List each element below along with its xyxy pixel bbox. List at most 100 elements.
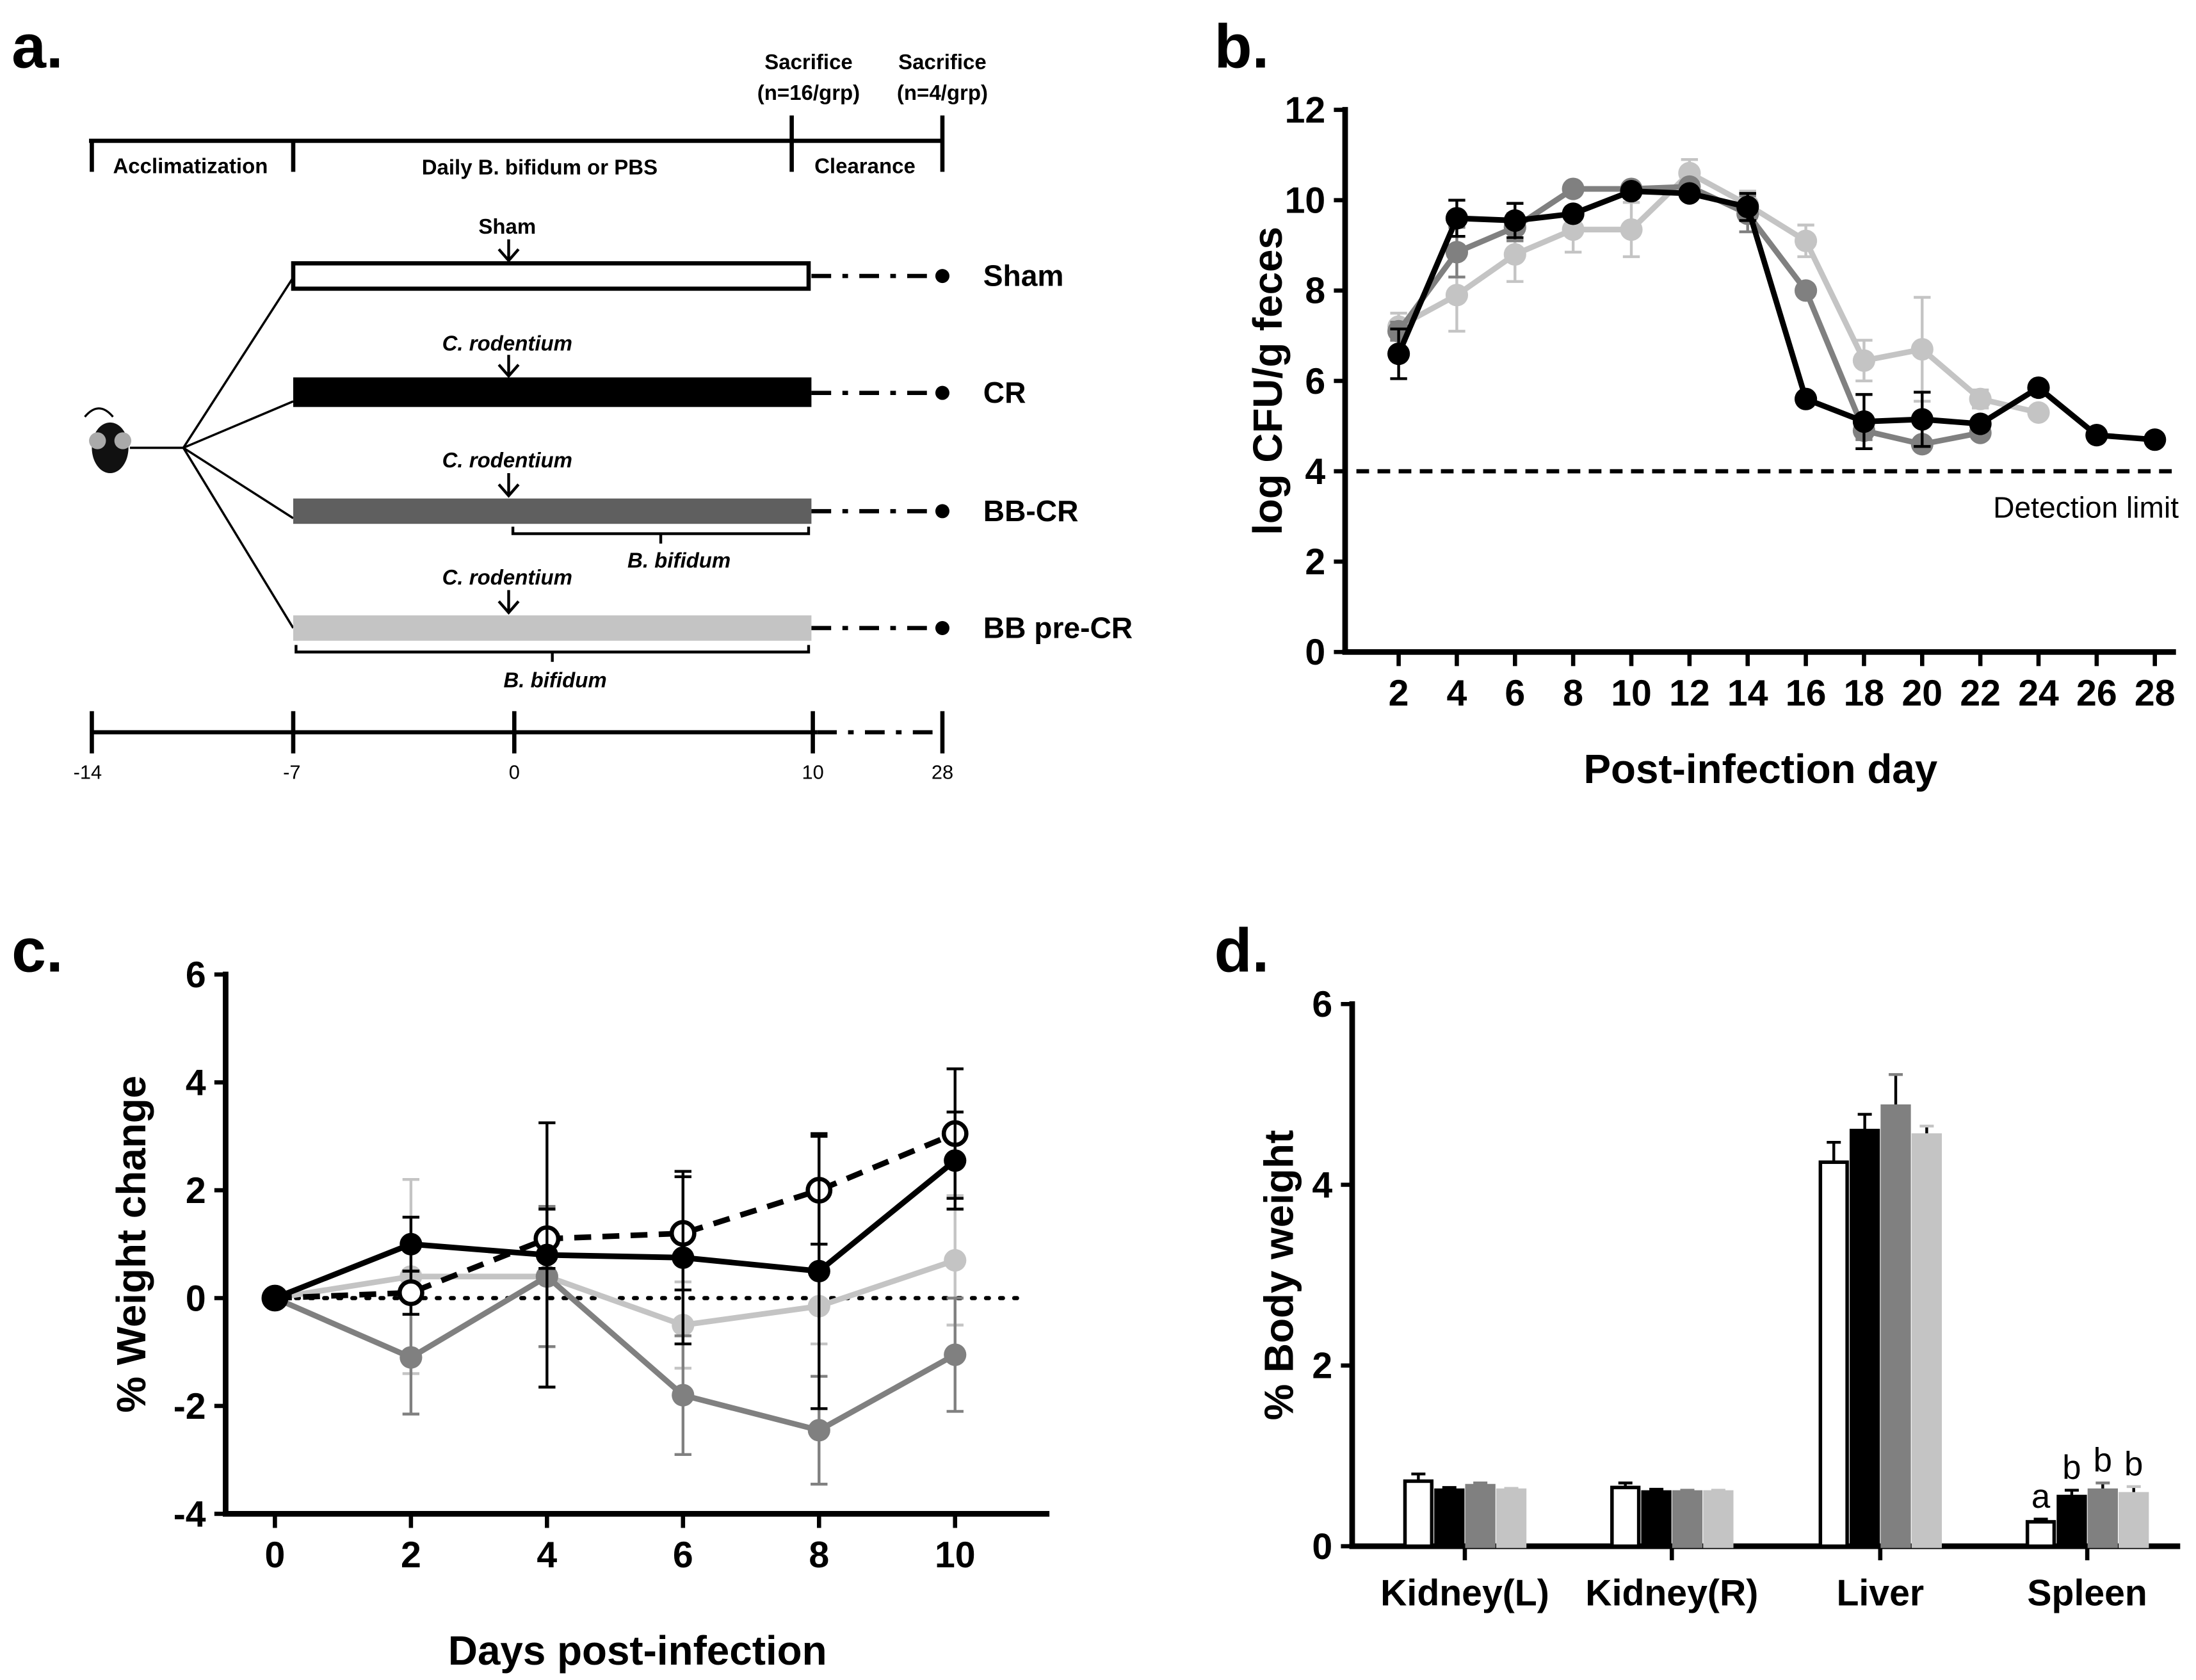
y-axis-label: % Body weight (1256, 1130, 1302, 1420)
data-point (1794, 279, 1818, 302)
detection-limit-label: Detection limit (1993, 491, 2179, 524)
y-axis-label: % Weight change (108, 1076, 154, 1413)
series-line (1397, 169, 2040, 416)
sacrifice-n-1: (n=16/grp) (757, 81, 860, 104)
x-tick-label: 20 (1902, 673, 1943, 714)
x-axis-label: Post-infection day (1584, 746, 1938, 792)
weight-change-chart: -4 -2 0 2 4 6 0 2 4 6 8 10 % Weight change Days post-… (108, 955, 1050, 1674)
significance-letter: b (2124, 1445, 2143, 1483)
x-tick-label: 16 (1786, 673, 1827, 714)
group-label-cr: CR (983, 376, 1026, 409)
series-line (1396, 184, 1981, 448)
data-point (2144, 428, 2167, 451)
data-point (1852, 349, 1876, 372)
data-point (944, 1248, 967, 1272)
endpoint-dots (935, 269, 949, 635)
bar-bb-cr (1880, 1104, 1911, 1548)
series-cr (1387, 179, 2167, 451)
infection-arrows (295, 239, 811, 662)
data-point (1969, 387, 1992, 410)
sham-bar (291, 261, 811, 291)
data-point (1445, 207, 1469, 230)
data-point (400, 1232, 423, 1256)
y-tick-label: 6 (1305, 361, 1325, 402)
arrow-label-cr: C. rodentium (442, 332, 572, 355)
x-tick-label: 0 (264, 1535, 285, 1576)
y-tick-label: 2 (1305, 542, 1325, 583)
data-point (1562, 218, 1585, 241)
data-point (1503, 209, 1526, 232)
data-point (1910, 408, 1934, 431)
y-tick-label: 8 (1305, 271, 1325, 312)
x-tick-label: 2 (1389, 673, 1409, 714)
bar-sham (1610, 1485, 1641, 1548)
data-point (1387, 343, 1410, 366)
study-design-schematic: Sacrifice (n=16/grp) Sacrifice (n=4/grp)… (74, 50, 1133, 784)
panel-label-d: d. (1214, 916, 1269, 985)
data-point (1794, 387, 1818, 410)
bar-cr (1849, 1129, 1880, 1548)
bar-bb-cr (1465, 1483, 1496, 1548)
organ-weight-chart: 0 2 4 6 % Body weight Kidney(L) Kidney(R) Liver… (1256, 984, 2181, 1613)
data-point (807, 1259, 830, 1282)
x-tick-label: 14 (1727, 673, 1768, 714)
data-point (672, 1246, 695, 1269)
bracket-label-bbprecr: B. bifidum (503, 668, 606, 691)
y-tick-label: 10 (1285, 180, 1326, 221)
x-tick-label: 12 (1669, 673, 1710, 714)
x-tick-label: 22 (1960, 673, 2001, 714)
significance-letter: b (2094, 1442, 2112, 1480)
significance-letter: a (2031, 1478, 2051, 1515)
timeline-tick-label: 10 (802, 761, 823, 783)
y-tick-label: 6 (186, 955, 206, 996)
data-point (397, 1279, 424, 1306)
bar-bb-cr (1672, 1490, 1703, 1548)
data-point (2027, 376, 2050, 400)
data-point (1445, 241, 1469, 264)
data-point (1620, 179, 1643, 203)
y-tick-label: 0 (1305, 632, 1325, 673)
series-line (273, 1158, 957, 1301)
y-tick-label: -2 (174, 1386, 206, 1427)
x-tick-label: 8 (1563, 673, 1583, 714)
series-line (274, 1257, 957, 1329)
data-point (400, 1346, 423, 1369)
sacrifice-label-2: Sacrifice (898, 50, 987, 74)
data-point (672, 1384, 695, 1407)
sacrifice-n-2: (n=4/grp) (897, 81, 988, 104)
x-tick-label: 18 (1844, 673, 1885, 714)
y-tick-label: 6 (1312, 984, 1332, 1025)
y-tick-label: 12 (1285, 90, 1326, 131)
data-point (1445, 284, 1469, 307)
bar-cr (2056, 1494, 2087, 1548)
category-label: Kidney(R) (1585, 1572, 1758, 1613)
series-cr (263, 1110, 967, 1410)
x-tick-label: 26 (2076, 673, 2117, 714)
group-label-bbcr: BB-CR (983, 494, 1079, 528)
group-branches (129, 277, 295, 629)
y-tick-label: -4 (174, 1494, 206, 1535)
y-tick-label: 4 (1312, 1165, 1332, 1206)
x-tick-label: 28 (2135, 673, 2176, 714)
x-axis-label: Days post-infection (448, 1628, 827, 1674)
clearance-dashes (811, 273, 940, 631)
bar-bb-pre-cr (1496, 1488, 1527, 1548)
cr-bar (293, 377, 812, 407)
data-point (944, 1343, 967, 1366)
group-label-bbprecr: BB pre-CR (983, 611, 1133, 644)
series-line (273, 1273, 957, 1434)
x-tick-label: 2 (401, 1535, 421, 1576)
category-label: Spleen (2027, 1572, 2147, 1613)
phase-acclimatization: Acclimatization (113, 154, 268, 178)
timeline-tick-label: -7 (283, 761, 300, 783)
timeline-tick-label: -14 (74, 761, 102, 783)
data-point (1852, 410, 1876, 433)
group-label-sham: Sham (983, 259, 1064, 292)
y-tick-label: 2 (186, 1170, 206, 1211)
panel-label-b: b. (1214, 12, 1269, 81)
phase-daily-treatment: Daily B. bifidum or PBS (422, 156, 658, 179)
x-tick-label: 6 (673, 1535, 693, 1576)
bbcr-bar (293, 498, 812, 524)
significance-letter: b (2062, 1449, 2081, 1487)
